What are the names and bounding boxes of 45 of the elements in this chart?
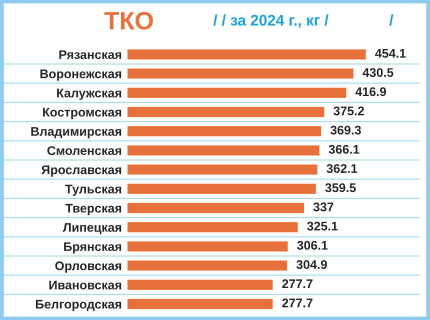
chart-subtitle: / / за 2024 г., кг / <box>213 14 328 28</box>
text: / <box>389 14 394 26</box>
data-label: 304.9 <box>296 260 327 269</box>
bar <box>126 124 322 138</box>
bar <box>126 67 355 80</box>
bar <box>126 240 290 253</box>
data-label: 325.1 <box>307 222 338 231</box>
bar <box>126 106 326 118</box>
data-label: 430.5 <box>362 68 394 77</box>
bar <box>126 220 300 234</box>
chart-title: ТКО <box>104 12 153 30</box>
y-tick-label: Рязанская <box>59 50 122 60</box>
y-tick-label: Ярославская <box>41 166 122 177</box>
data-label: 277.7 <box>282 279 312 288</box>
y-tick-label: Тверская <box>65 204 122 216</box>
y-tick-label: Брянская <box>64 242 122 254</box>
data-label: 337 <box>313 202 334 212</box>
bar <box>126 48 368 61</box>
bar <box>126 86 348 100</box>
data-label: 362.1 <box>326 164 358 173</box>
y-tick-label: Воронежская <box>40 70 122 81</box>
y-tick-label: Белгородская <box>36 300 122 312</box>
y-tick-label: Костромская <box>43 108 122 120</box>
data-label: 366.1 <box>328 144 360 154</box>
bar <box>126 259 288 272</box>
y-tick-label: Тульская <box>65 184 122 196</box>
y-tick-label: Орловская <box>55 261 122 273</box>
data-label: 277.7 <box>282 298 312 308</box>
data-label: 369.3 <box>330 126 361 135</box>
data-label: 454.1 <box>375 49 406 58</box>
y-tick-label: Липецкая <box>62 223 122 234</box>
bar <box>126 298 274 310</box>
bar <box>126 144 321 157</box>
data-label: 359.5 <box>325 183 356 192</box>
bar <box>126 202 306 214</box>
bar <box>126 163 319 176</box>
data-label: 416.9 <box>355 87 386 96</box>
bar <box>126 182 318 196</box>
bar <box>126 278 274 292</box>
y-tick-label: Владимирская <box>31 127 122 138</box>
data-label: 306.1 <box>297 240 328 250</box>
y-tick-label: Ивановская <box>49 280 122 290</box>
data-label: 375.2 <box>334 106 364 116</box>
y-tick-label: Смоленская <box>47 146 122 156</box>
y-tick-label: Калужская <box>57 88 122 100</box>
